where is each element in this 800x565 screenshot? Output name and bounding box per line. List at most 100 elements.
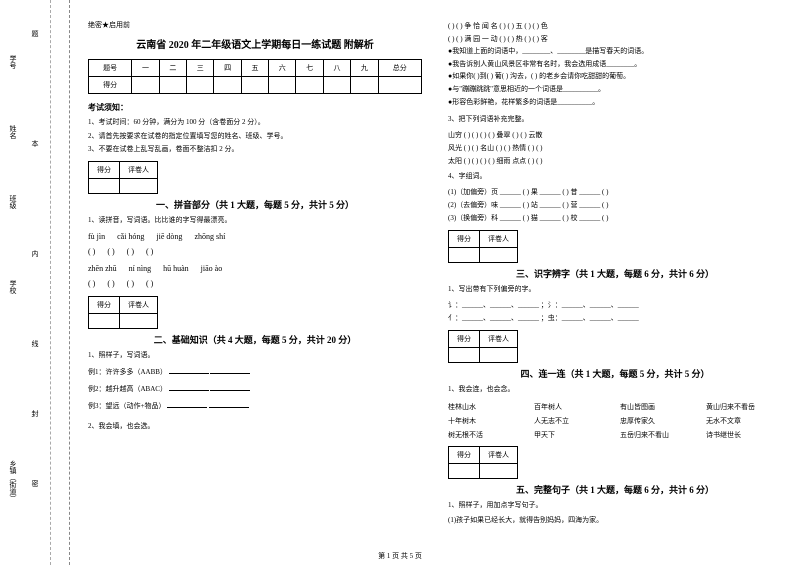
binding-label-class: 班级 bbox=[8, 195, 18, 209]
cell: 总分 bbox=[378, 60, 421, 77]
cell: 五 bbox=[241, 60, 268, 77]
fill-line: ●形容色彩鲜艳，花样繁多的词语是__________。 bbox=[448, 96, 782, 109]
connect-item: 甲天下 bbox=[534, 430, 610, 440]
bracket: ( ) bbox=[146, 247, 153, 256]
bracket-row: ( ) ( ) ( ) ( ) bbox=[88, 247, 422, 256]
binding-label-town: 乡镇（街道） bbox=[8, 460, 18, 502]
cell: 一 bbox=[132, 60, 159, 77]
connect-item: 五岳归来不看山 bbox=[620, 430, 696, 440]
connect-item: 黄山归来不看岳 bbox=[706, 402, 782, 412]
bracket: ( ) bbox=[107, 279, 114, 288]
cell: 六 bbox=[269, 60, 296, 77]
fill-line: ( ) ( ) 满 园 一 动 ( ) ( ) 热 ( ) ( ) 客 bbox=[448, 33, 782, 46]
cell: 评卷人 bbox=[480, 231, 518, 248]
question-sub: (1)孩子如果已经长大，就得告别妈妈，四海为家。 bbox=[448, 515, 782, 526]
question: 1、照样子，写词语。 bbox=[88, 350, 422, 361]
bracket: ( ) bbox=[88, 279, 95, 288]
section-title-4: 四、连一连（共 1 大题，每题 5 分，共计 5 分） bbox=[448, 367, 782, 380]
scorebox: 得分评卷人 bbox=[88, 161, 158, 194]
connect-item: 诗书继世长 bbox=[706, 430, 782, 440]
pinyin-item: fù jìn bbox=[88, 232, 105, 241]
confidential-label: 绝密★启用前 bbox=[88, 20, 422, 30]
cell: 四 bbox=[214, 60, 241, 77]
pinyin-item: cǎi hóng bbox=[117, 232, 144, 241]
section-title-1: 一、拼音部分（共 1 大题，每题 5 分，共计 5 分） bbox=[88, 198, 422, 211]
connect-grid: 桂林山水 百年树人 有山皆图画 黄山归来不看岳 十年树木 人无志不立 忠厚传家久… bbox=[448, 402, 782, 440]
right-column: ( ) ( ) 争 恰 闻 名 ( ) ( ) 五 ( ) ( ) 色 ( ) … bbox=[438, 20, 790, 555]
connect-item: 十年树木 bbox=[448, 416, 524, 426]
bracket: ( ) bbox=[127, 279, 134, 288]
bracket: ( ) bbox=[127, 247, 134, 256]
binding-marker: 密 bbox=[30, 480, 40, 487]
cell: 题号 bbox=[89, 60, 132, 77]
pinyin-item: ní nìng bbox=[129, 264, 151, 273]
cell: 得分 bbox=[89, 77, 132, 94]
pinyin-item: jiāo ào bbox=[201, 264, 223, 273]
question: 2、我会填，也会选。 bbox=[88, 421, 422, 432]
content: 绝密★启用前 云南省 2020 年二年级语文上学期每日一练试题 附解析 题号 一… bbox=[70, 0, 800, 565]
notice-item: 1、考试时间：60 分钟，满分为 100 分（含卷面分 2 分）。 bbox=[88, 117, 422, 128]
notice-item: 3、不要在试卷上乱写乱画，卷面不整洁扣 2 分。 bbox=[88, 144, 422, 155]
fill-line: ●如果你( )到( ) 葡( ) 沟去，( ) 的老乡会请你吃甜甜的葡萄。 bbox=[448, 70, 782, 83]
question: 1、我会连，也会念。 bbox=[448, 384, 782, 395]
fill-line: (1)（加偏旁）页 ______ ( ) 果 ______ ( ) 昔 ____… bbox=[448, 186, 782, 199]
notice-title: 考试须知： bbox=[88, 102, 422, 113]
cell: 评卷人 bbox=[480, 331, 518, 348]
binding-marker: 线 bbox=[30, 340, 40, 347]
pinyin-row: fù jìn cǎi hóng jiē dòng zhōng shí bbox=[88, 232, 422, 241]
fill-line: (2)（去偏旁）味 ______ ( ) 站 ______ ( ) 营 ____… bbox=[448, 199, 782, 212]
question: 4、字组词。 bbox=[448, 171, 782, 182]
cell: 得分 bbox=[449, 446, 480, 463]
table-row: 得分 bbox=[89, 77, 422, 94]
connect-item: 桂林山水 bbox=[448, 402, 524, 412]
scorebox: 得分评卷人 bbox=[448, 330, 518, 363]
bracket-row: ( ) ( ) ( ) ( ) bbox=[88, 279, 422, 288]
fill-line: 太阳 ( ) ( ) ( ) ( ) 细雨 点点 ( ) ( ) bbox=[448, 155, 782, 168]
section-title-2: 二、基础知识（共 4 大题，每题 5 分，共计 20 分） bbox=[88, 333, 422, 346]
cell: 得分 bbox=[89, 296, 120, 313]
binding-dotted-line bbox=[50, 0, 51, 565]
cell: 七 bbox=[296, 60, 323, 77]
connect-item: 忠厚传家久 bbox=[620, 416, 696, 426]
page-footer: 第 1 页 共 5 页 bbox=[0, 551, 800, 561]
table-row: 题号 一 二 三 四 五 六 七 八 九 总分 bbox=[89, 60, 422, 77]
binding-label-school: 学校 bbox=[8, 280, 18, 294]
pinyin-row: zhēn zhū ní nìng hū huàn jiāo ào bbox=[88, 264, 422, 273]
binding-marker: 本 bbox=[30, 140, 40, 147]
score-table: 题号 一 二 三 四 五 六 七 八 九 总分 得分 bbox=[88, 59, 422, 94]
cell: 二 bbox=[159, 60, 186, 77]
pinyin-item: hū huàn bbox=[163, 264, 189, 273]
exam-title: 云南省 2020 年二年级语文上学期每日一练试题 附解析 bbox=[88, 36, 422, 51]
left-column: 绝密★启用前 云南省 2020 年二年级语文上学期每日一练试题 附解析 题号 一… bbox=[80, 20, 438, 555]
bracket: ( ) bbox=[107, 247, 114, 256]
binding-marker: 题 bbox=[30, 30, 40, 37]
cell: 评卷人 bbox=[120, 161, 158, 178]
question: 1、读拼音，写词语。比比谁的字写得最漂亮。 bbox=[88, 215, 422, 226]
bracket: ( ) bbox=[146, 279, 153, 288]
cell: 得分 bbox=[89, 161, 120, 178]
question: 1、照样子，用加点字写句子。 bbox=[448, 500, 782, 511]
binding-label-student-id: 学号 bbox=[8, 55, 18, 69]
connect-item: 树无根不活 bbox=[448, 430, 524, 440]
cell: 评卷人 bbox=[120, 296, 158, 313]
binding-margin: 题 学号 本 姓名 班级 内 学校 线 封 乡镇（街道） 密 bbox=[0, 0, 70, 565]
notice-item: 2、请首先按要求在试卷的指定位置填写您的姓名、班级、学号。 bbox=[88, 131, 422, 142]
scorebox: 得分评卷人 bbox=[88, 296, 158, 329]
fill-line: ●我知道上面的词语中，________、________是描写春天的词语。 bbox=[448, 45, 782, 58]
binding-label-name: 姓名 bbox=[8, 125, 18, 139]
pinyin-item: zhōng shí bbox=[194, 232, 225, 241]
fill-line: 风光 ( ) ( ) 名山 ( ) ( ) 热情 ( ) ( ) bbox=[448, 142, 782, 155]
cell: 八 bbox=[323, 60, 350, 77]
question: 1、写出带有下列偏旁的字。 bbox=[448, 284, 782, 295]
fill-line: (3)（换偏旁）科 ______ ( ) 猫 ______ ( ) 校 ____… bbox=[448, 212, 782, 225]
fill-line: ●我告诉别人黄山风景区非常有名时，我会选用成语________。 bbox=[448, 58, 782, 71]
fill-line: ( ) ( ) 争 恰 闻 名 ( ) ( ) 五 ( ) ( ) 色 bbox=[448, 20, 782, 33]
example: 例3：望远（动作+物品） bbox=[88, 399, 422, 413]
binding-marker: 内 bbox=[30, 250, 40, 257]
fill-line: ●与"蹦蹦跳跳"意思相近的一个词语是__________。 bbox=[448, 83, 782, 96]
cell: 评卷人 bbox=[480, 446, 518, 463]
section-title-3: 三、识字辨字（共 1 大题，每题 6 分，共计 6 分） bbox=[448, 267, 782, 280]
scorebox: 得分评卷人 bbox=[448, 446, 518, 479]
connect-item: 有山皆图画 bbox=[620, 402, 696, 412]
bracket: ( ) bbox=[88, 247, 95, 256]
